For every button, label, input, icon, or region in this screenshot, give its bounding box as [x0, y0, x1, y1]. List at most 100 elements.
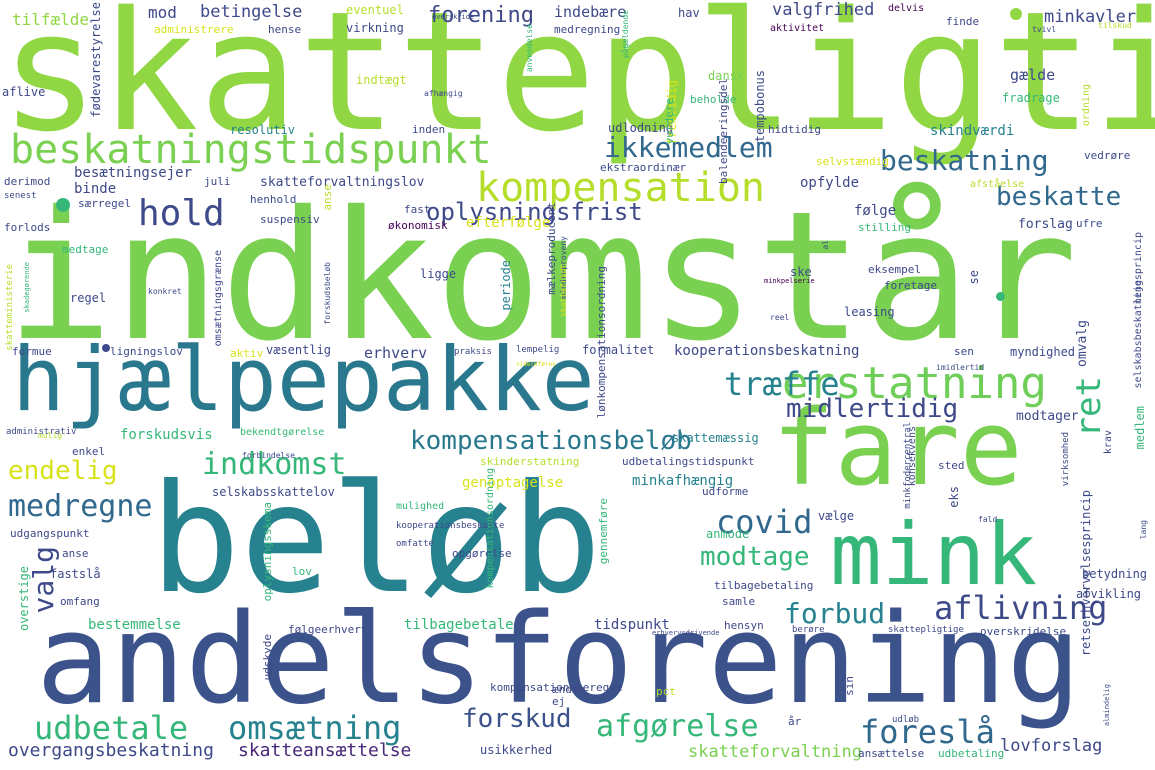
word-hense: hense: [268, 23, 302, 36]
word-tidspunkt: tidspunkt: [594, 617, 670, 633]
word-konkret: konkret: [148, 287, 182, 296]
word-foedevarestyrelse: fødevarestyrelse: [89, 2, 103, 118]
word-anse: anse: [321, 184, 334, 211]
word-henhold: henhold: [250, 193, 297, 206]
word-kompensationsbeloeb: kompensationsbeløb: [410, 426, 692, 456]
word-inden: inden: [412, 123, 446, 136]
word-samle: samle: [722, 595, 756, 608]
word-almindelig: almindelig: [1103, 684, 1111, 727]
word-skinderstatning: skinderstatning: [480, 455, 580, 468]
word-formalitet: formalitet: [582, 343, 655, 357]
word-pct: pct: [656, 685, 676, 698]
word-omsaetningsgraense: omsætningsgrænse: [213, 250, 224, 347]
word-betydning: betydning: [1082, 567, 1148, 581]
word-selskabsbeskatningsprincip: selskabsbeskatningsprincip: [1133, 232, 1144, 389]
word-skattefridt: skattefridt: [559, 264, 568, 317]
word-minkafhaengig: minkafhængig: [632, 473, 734, 489]
word-tvivl: tvivl: [1032, 25, 1057, 34]
word-virkning: virkning: [346, 21, 404, 35]
word-lovforslag: lovforslag: [1000, 736, 1103, 756]
word-se: se: [967, 270, 981, 285]
word-midlertidig: midlertidig: [786, 394, 959, 424]
word-administrere: administrere: [154, 23, 234, 36]
word-foretage: foretage: [884, 279, 937, 292]
decorative-dot: [996, 292, 1005, 301]
word-minkavler: minkavler: [1044, 7, 1137, 27]
word-foreslaa: foreslå: [860, 713, 995, 751]
word-imidlertid: imidlertid: [936, 363, 985, 372]
word-modtager: modtager: [1016, 409, 1079, 424]
word-aflive: aflive: [2, 85, 46, 99]
word-administrativ: administrativ: [6, 427, 77, 437]
word-ligningslov: ligningslov: [110, 345, 183, 358]
word-al: al: [821, 240, 830, 250]
word-leasing: leasing: [844, 305, 895, 319]
word-udloeb: udløb: [892, 715, 920, 725]
word-tilskud: tilskud: [1098, 21, 1132, 30]
word-udbetaling: udbetaling: [938, 747, 1005, 760]
word-vaelge: vælge: [818, 509, 855, 523]
word-skadegoerende: skadegørende: [23, 262, 31, 313]
word-gaelde: gælde: [1010, 66, 1056, 84]
word-enkel: enkel: [72, 445, 106, 458]
word-suspensiv: suspensiv: [260, 213, 320, 226]
word-delvis: delvis: [888, 3, 925, 14]
word-gennemfoere: gennemføre: [597, 498, 610, 565]
word-fare: fare: [772, 387, 1023, 509]
word-tilbagebetale: tilbagebetale: [404, 617, 514, 633]
word-fastslaa: fastslå: [50, 567, 101, 581]
word-overstige: overstige: [17, 566, 31, 632]
word-vedroere: vedrøre: [1084, 149, 1131, 162]
word-oplysningsskema: oplysningsskema: [261, 502, 274, 602]
word-minkpelserie: minkpelserie: [764, 277, 815, 285]
word-tilbagebetaling: tilbagebetaling: [714, 579, 814, 592]
word-fald: fald: [978, 515, 998, 524]
word-maelkeproducent: mælkeproducent: [545, 202, 558, 295]
word-skatteforvaltning: skatteforvaltning: [688, 742, 862, 762]
decorative-dot: [56, 198, 70, 212]
word-mod: mod: [148, 3, 177, 22]
word-afgoerelse: afgørelse: [596, 709, 759, 744]
word-beholde: beholde: [690, 93, 737, 106]
word-kompensationsordning: kompensationsordning: [485, 468, 496, 589]
word-forbud: forbud: [784, 597, 886, 630]
word-anse: anse: [62, 547, 89, 560]
word-viderefoeres: videreføres: [516, 361, 556, 368]
word-beskatningstidspunkt: beskatningstidspunkt: [10, 127, 492, 173]
word-praksis: praksis: [454, 347, 492, 357]
word-konsekvens: konsekvens: [907, 426, 918, 487]
word-sen: sen: [954, 345, 974, 358]
word-udforme: udforme: [702, 485, 749, 498]
word-skattemaessig: skattemæssig: [672, 431, 759, 445]
word-skatteansaettelse: skatteansættelse: [238, 740, 412, 761]
word-binde: binde: [74, 181, 117, 197]
word-kooperationsbeskatning: kooperationsbeskatning: [674, 343, 860, 359]
word-hav: hav: [678, 6, 700, 20]
word-forskudsbeloeb: forskudsbeløb: [323, 262, 332, 325]
word-genoptagelse: genoptagelse: [462, 475, 564, 491]
word-usikkerhed: usikkerhed: [480, 743, 553, 757]
word-opfylde: opfylde: [800, 175, 860, 191]
word-stilling: stilling: [858, 221, 911, 234]
word-erhvervsdrivende: erhvervsdrivende: [652, 629, 720, 637]
word-forskudsvis: forskudsvis: [120, 427, 213, 443]
decorative-dot: [102, 344, 110, 352]
word-senest: senest: [4, 191, 37, 201]
word-afvikling: afvikling: [1076, 587, 1142, 601]
word-regel: regel: [70, 291, 107, 305]
word-udgangspunkt: udgangspunkt: [10, 527, 90, 540]
word-aktiv: aktiv: [230, 347, 264, 360]
word-ske: ske: [790, 265, 812, 279]
word-beskatning: beskatning: [880, 144, 1049, 177]
word-anvendelse: anvendelse: [525, 24, 534, 73]
word-forening: forening: [428, 3, 534, 28]
word-vurdere: vurdere: [663, 98, 676, 145]
word-eventuel: eventuel: [346, 3, 404, 17]
word-tempobonus: tempobonus: [753, 70, 767, 143]
word-myndighed: myndighed: [1010, 345, 1076, 359]
word-ufre: ufre: [1076, 217, 1103, 230]
word-erhverv: erhverv: [364, 344, 428, 362]
word-udskyde: udskyde: [261, 634, 274, 681]
word-skattepligtige: skattepligtige: [888, 625, 964, 635]
word-omfang: omfang: [60, 595, 100, 608]
